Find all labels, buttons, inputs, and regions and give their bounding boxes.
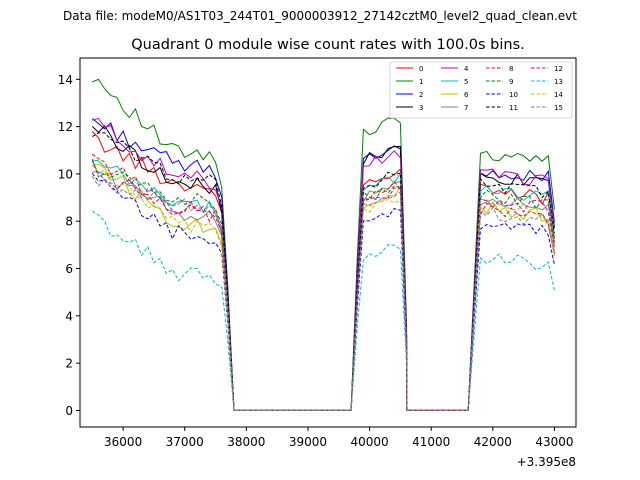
y-tick-label: 6	[65, 262, 73, 276]
legend-label-13: 13	[554, 78, 563, 86]
series-line-15	[91, 176, 555, 411]
x-tick-label: 39000	[289, 435, 327, 449]
legend-label-12: 12	[554, 65, 563, 73]
x-tick-label: 42000	[474, 435, 512, 449]
plot-frame	[79, 57, 577, 428]
x-axis-ticks: 36000 37000 38000 39000 40000 41000 42000 43000	[104, 427, 574, 449]
legend-frame	[389, 61, 573, 119]
y-tick-label: 4	[65, 309, 73, 323]
x-axis-offset-label: +3.395e8	[517, 455, 576, 469]
legend-label-9: 9	[509, 78, 513, 86]
legend-label-7: 7	[464, 104, 468, 112]
legend-label-4: 4	[464, 65, 469, 73]
y-tick-label: 12	[58, 120, 73, 134]
series-layer	[91, 78, 555, 411]
y-tick-label: 14	[58, 73, 73, 87]
legend-label-15: 15	[554, 104, 563, 112]
x-tick-label: 37000	[166, 435, 204, 449]
legend-label-10: 10	[509, 91, 518, 99]
legend-label-0: 0	[419, 65, 423, 73]
legend-label-1: 1	[419, 78, 423, 86]
legend-label-11: 11	[509, 104, 518, 112]
plot-area	[80, 58, 576, 427]
series-line-13	[92, 210, 555, 411]
legend-label-3: 3	[419, 104, 423, 112]
chart-title: Quadrant 0 module wise count rates with …	[131, 37, 525, 53]
y-tick-label: 8	[65, 215, 73, 229]
legend-label-8: 8	[509, 65, 513, 73]
y-tick-label: 0	[65, 404, 73, 418]
legend-label-6: 6	[464, 91, 469, 99]
y-tick-label: 2	[65, 357, 73, 371]
y-tick-label: 10	[58, 167, 73, 181]
legend-label-2: 2	[419, 91, 423, 99]
legend-label-5: 5	[464, 78, 468, 86]
x-tick-label: 36000	[104, 435, 142, 449]
x-tick-label: 40000	[350, 435, 388, 449]
legend-label-14: 14	[554, 91, 563, 99]
chart-suptitle: Data file: modeM0/AS1T03_244T01_90000039…	[63, 9, 577, 23]
x-tick-label: 38000	[227, 435, 265, 449]
y-axis-ticks: 0 2 4 6 8 10 12 14	[58, 73, 80, 418]
x-tick-label: 43000	[535, 435, 573, 449]
x-tick-label: 41000	[412, 435, 450, 449]
